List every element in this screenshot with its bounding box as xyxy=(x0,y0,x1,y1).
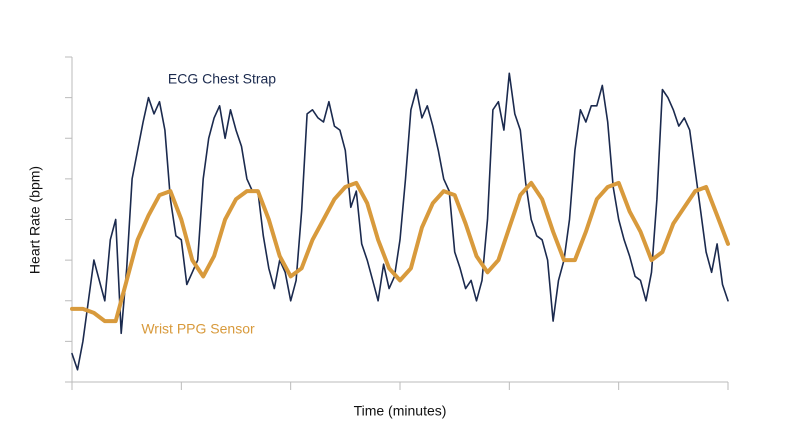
series-line xyxy=(70,180,730,324)
series-label: ECG Chest Strap xyxy=(168,71,276,87)
series-label: Wrist PPG Sensor xyxy=(141,321,255,337)
x-axis-label: Time (minutes) xyxy=(354,403,447,419)
series-line xyxy=(71,72,729,371)
y-axis-label: Heart Rate (bpm) xyxy=(27,166,43,274)
